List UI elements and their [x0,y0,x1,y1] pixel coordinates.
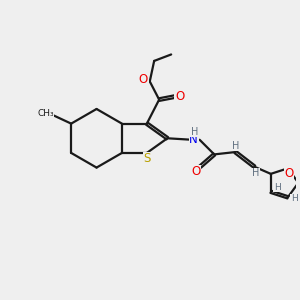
Text: O: O [139,74,148,86]
Text: H: H [291,194,298,203]
Text: O: O [284,167,294,180]
Text: H: H [274,183,281,192]
Text: O: O [191,166,200,178]
Text: N: N [189,133,198,146]
Text: CH₃: CH₃ [37,109,54,118]
Text: H: H [190,127,198,136]
Text: H: H [252,168,259,178]
Text: O: O [175,90,184,103]
Text: S: S [144,152,151,165]
Text: H: H [232,141,240,151]
